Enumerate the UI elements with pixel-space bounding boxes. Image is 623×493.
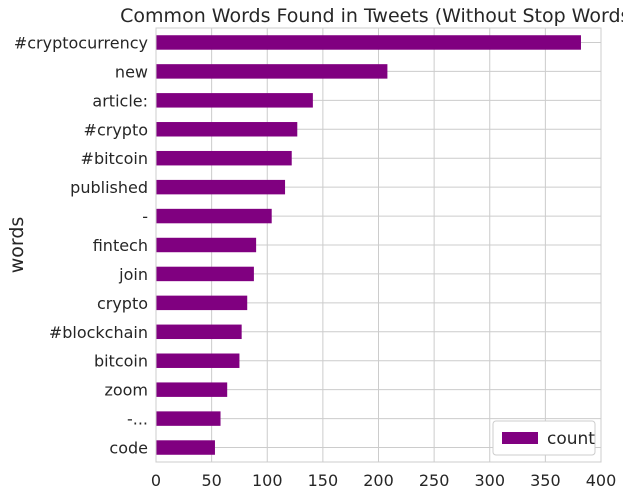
- y-tick-label: -: [142, 207, 148, 226]
- bar: [156, 295, 248, 311]
- bar: [156, 179, 286, 195]
- x-tick-label: 50: [201, 471, 221, 490]
- bar: [156, 208, 272, 224]
- x-tick-label: 150: [308, 471, 339, 490]
- bar: [156, 266, 254, 282]
- bar: [156, 93, 313, 108]
- y-tick-label: -...: [127, 410, 148, 429]
- bar: [156, 150, 292, 166]
- y-tick-label: #crypto: [84, 120, 148, 139]
- y-tick-label: bitcoin: [94, 352, 148, 371]
- x-tick-label: 350: [530, 471, 561, 490]
- y-tick-label: new: [115, 62, 148, 81]
- bar: [156, 64, 388, 79]
- bar: [156, 382, 228, 397]
- bar: [156, 122, 298, 137]
- legend-frame: [492, 420, 596, 456]
- y-tick-label: code: [109, 439, 148, 458]
- x-tick-label: 400: [586, 471, 617, 490]
- bar: [156, 324, 242, 340]
- chart-title: Common Words Found in Tweets (Without St…: [120, 5, 623, 27]
- y-tick-label: join: [118, 265, 148, 284]
- bar: [156, 353, 240, 368]
- bar: [156, 411, 221, 426]
- x-tick-label: 250: [419, 471, 450, 490]
- y-tick-labels: #cryptocurrency new article: #crypto #bitcoi…: [14, 33, 148, 457]
- y-tick-label: article:: [92, 91, 148, 110]
- x-tick-label: 200: [363, 471, 394, 490]
- y-tick-label: zoom: [104, 381, 148, 400]
- x-tick-label: 100: [252, 471, 283, 490]
- x-tick-labels: 0 50 100 150 200 250 300 350 400: [151, 471, 616, 490]
- legend-swatch-count: [502, 432, 538, 444]
- x-tick-label: 0: [151, 471, 161, 490]
- bar: [156, 237, 257, 253]
- bars: [156, 35, 581, 455]
- bar: [156, 35, 581, 50]
- y-tick-label: crypto: [97, 294, 148, 313]
- y-tick-label: published: [70, 178, 148, 197]
- y-tick-label: #bitcoin: [81, 149, 148, 168]
- y-tick-label: #blockchain: [49, 323, 148, 342]
- y-axis-label: words: [6, 217, 28, 274]
- x-tick-label: 300: [474, 471, 505, 490]
- plot-frame: [155, 27, 602, 463]
- y-tick-label: fintech: [93, 236, 148, 255]
- legend-label-count: count: [547, 429, 595, 449]
- bar: [156, 440, 215, 455]
- legend: count: [492, 420, 596, 456]
- y-tick-label: #cryptocurrency: [14, 33, 148, 52]
